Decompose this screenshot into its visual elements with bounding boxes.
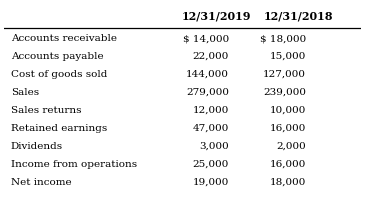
Text: 3,000: 3,000 (199, 142, 229, 151)
Text: 12/31/2018: 12/31/2018 (264, 11, 334, 22)
Text: 19,000: 19,000 (193, 178, 229, 187)
Text: 15,000: 15,000 (269, 52, 306, 61)
Text: 12/31/2019: 12/31/2019 (182, 11, 251, 22)
Text: Retained earnings: Retained earnings (11, 124, 107, 133)
Text: 127,000: 127,000 (263, 70, 306, 79)
Text: Accounts receivable: Accounts receivable (11, 34, 117, 43)
Text: Sales returns: Sales returns (11, 106, 81, 115)
Text: $ 14,000: $ 14,000 (183, 34, 229, 43)
Text: 47,000: 47,000 (193, 124, 229, 133)
Text: Income from operations: Income from operations (11, 160, 137, 169)
Text: Net income: Net income (11, 178, 72, 187)
Text: Cost of goods sold: Cost of goods sold (11, 70, 107, 79)
Text: 12,000: 12,000 (193, 106, 229, 115)
Text: Accounts payable: Accounts payable (11, 52, 103, 61)
Text: 22,000: 22,000 (193, 52, 229, 61)
Text: $ 18,000: $ 18,000 (260, 34, 306, 43)
Text: 25,000: 25,000 (193, 160, 229, 169)
Text: 16,000: 16,000 (269, 124, 306, 133)
Text: 18,000: 18,000 (269, 178, 306, 187)
Text: Dividends: Dividends (11, 142, 63, 151)
Text: Sales: Sales (11, 88, 39, 97)
Text: 2,000: 2,000 (276, 142, 306, 151)
Text: 144,000: 144,000 (186, 70, 229, 79)
Text: 10,000: 10,000 (269, 106, 306, 115)
Text: 16,000: 16,000 (269, 160, 306, 169)
Text: 279,000: 279,000 (186, 88, 229, 97)
Text: 239,000: 239,000 (263, 88, 306, 97)
